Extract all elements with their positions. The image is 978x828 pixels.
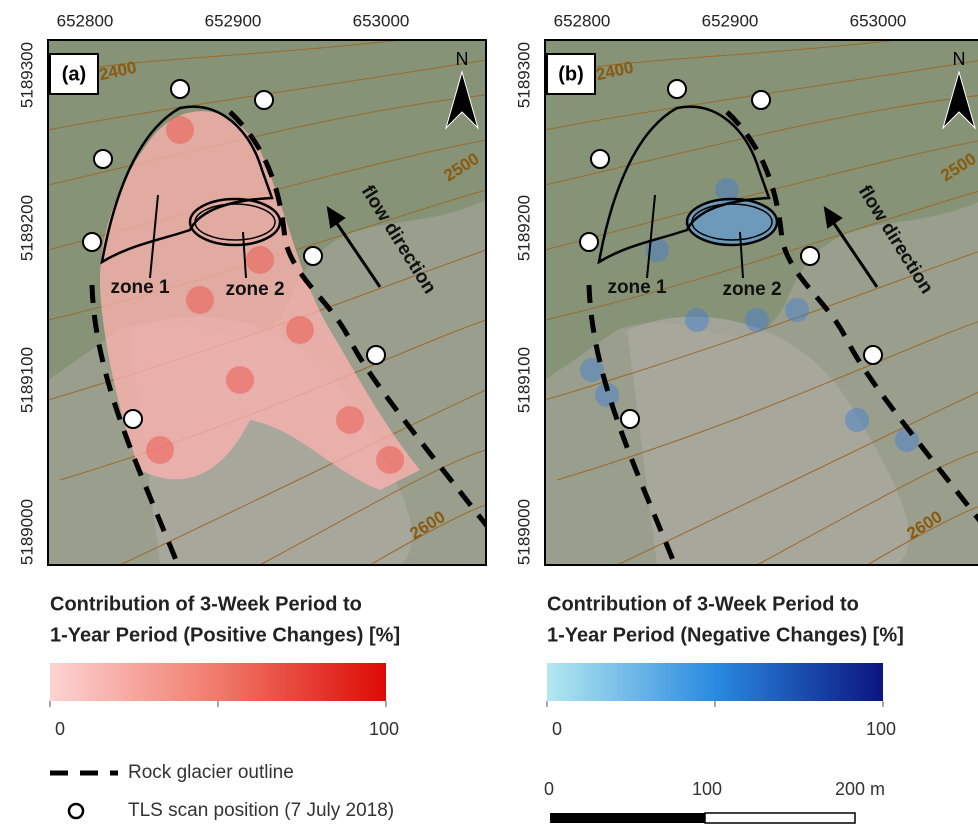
map-panel: 652800 652900 653000 5189300 5189200 5189100 5…	[17, 11, 490, 738]
y-tick-label: 5189000	[514, 499, 533, 565]
map: zone 1zone 2flow direction240025002600N	[545, 30, 978, 570]
legend-title: Contribution of 3-Week Period to	[50, 593, 362, 615]
scan-position	[83, 233, 101, 251]
change-cluster	[845, 408, 869, 432]
scan-position	[171, 80, 189, 98]
y-tick-label: 5189200	[17, 195, 36, 261]
scan-position	[621, 410, 639, 428]
north-label: N	[953, 49, 966, 69]
scan-symbol	[69, 804, 83, 818]
zone-label: zone 1	[110, 277, 170, 298]
scan-position	[580, 233, 598, 251]
legend-title: 1-Year Period (Negative Changes) [%]	[547, 624, 904, 646]
figure: Rock glacier outline TLS scan position (…	[0, 0, 978, 828]
scan-position	[255, 91, 273, 109]
scan-position	[864, 346, 882, 364]
colorbar-label: 0	[55, 719, 65, 739]
change-cluster	[146, 436, 174, 464]
y-tick-label: 5189300	[514, 42, 533, 108]
map-panel: 652800 652900 653000 5189300 5189200 5189100 5…	[514, 11, 978, 738]
legend-outline: Rock glacier outline	[128, 762, 294, 783]
y-tick-label: 5189100	[17, 347, 36, 413]
change-cluster	[685, 308, 709, 332]
x-tick-label: 653000	[850, 11, 907, 30]
colorbar	[547, 663, 883, 701]
zone-label: zone 1	[607, 277, 667, 298]
y-tick-label: 5189200	[514, 195, 533, 261]
scale-label: 0	[544, 779, 554, 799]
change-cluster	[336, 406, 364, 434]
scan-position	[752, 91, 770, 109]
x-tick-label: 653000	[353, 11, 410, 30]
x-tick-label: 652800	[554, 11, 611, 30]
change-cluster	[186, 286, 214, 314]
scale-segment	[550, 813, 705, 823]
x-tick-label: 652800	[57, 11, 114, 30]
legend: Rock glacier outline TLS scan position (…	[50, 762, 394, 821]
panel-label: (a)	[62, 63, 86, 85]
x-tick-label: 652900	[205, 11, 262, 30]
zone-label: zone 2	[225, 279, 284, 300]
legend-title: 1-Year Period (Positive Changes) [%]	[50, 624, 400, 646]
colorbar-label: 100	[369, 719, 399, 739]
change-cluster	[376, 446, 404, 474]
y-tick-label: 5189000	[17, 499, 36, 565]
scan-position	[801, 247, 819, 265]
y-tick-label: 5189100	[514, 347, 533, 413]
north-label: N	[456, 49, 469, 69]
y-tick-label: 5189300	[17, 42, 36, 108]
scale-segment	[705, 813, 855, 823]
scan-position	[304, 247, 322, 265]
scale-bar: 0 100 200 m	[544, 779, 885, 823]
change-cluster	[745, 308, 769, 332]
x-tick-label: 652900	[702, 11, 759, 30]
scale-label: 200 m	[835, 779, 885, 799]
legend-title: Contribution of 3-Week Period to	[547, 593, 859, 615]
colorbar-label: 100	[866, 719, 896, 739]
colorbar	[50, 663, 386, 701]
change-cluster	[246, 246, 274, 274]
change-cluster	[226, 366, 254, 394]
change-cluster	[286, 316, 314, 344]
scale-label: 100	[692, 779, 722, 799]
scan-position	[367, 346, 385, 364]
scan-position	[94, 150, 112, 168]
scan-position	[668, 80, 686, 98]
change-cluster	[166, 116, 194, 144]
scan-position	[591, 150, 609, 168]
legend-scan: TLS scan position (7 July 2018)	[128, 800, 394, 821]
panel-label: (b)	[558, 63, 584, 85]
change-cluster	[785, 298, 809, 322]
zone-label: zone 2	[722, 279, 781, 300]
colorbar-label: 0	[552, 719, 562, 739]
scan-position	[124, 410, 142, 428]
